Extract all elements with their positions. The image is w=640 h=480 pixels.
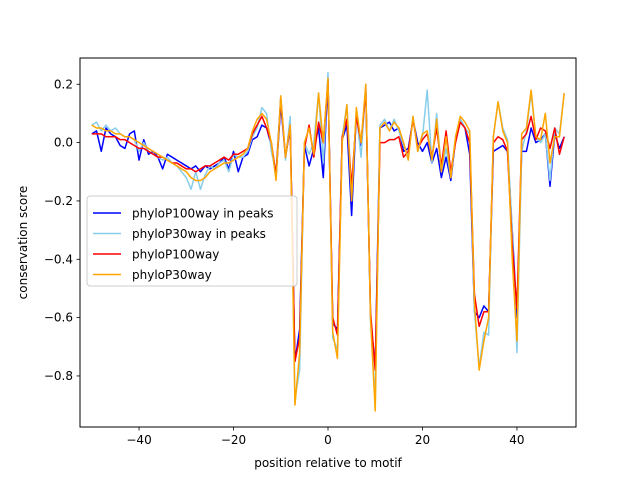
series-line-phylop30way <box>91 77 565 412</box>
series-layer <box>91 71 565 412</box>
x-tick-label: −40 <box>126 433 151 447</box>
y-axis-title: conservation score <box>16 186 30 300</box>
y-tick-label: −0.4 <box>44 252 73 266</box>
x-tick-label: 0 <box>324 433 332 447</box>
y-tick-label: −0.8 <box>44 369 73 383</box>
y-tick-label: −0.2 <box>44 194 73 208</box>
legend-box <box>86 195 298 287</box>
x-tick-label: 20 <box>415 433 430 447</box>
legend-label-phylop100way: phyloP100way <box>132 248 219 262</box>
legend: phyloP100way in peaks phyloP30way in peak… <box>86 195 298 287</box>
y-axis: −0.8 −0.6 −0.4 −0.2 0.0 0.2 <box>44 77 80 383</box>
legend-label-phylop30way-in-peaks: phyloP30way in peaks <box>132 227 266 241</box>
x-axis: −40 −20 0 20 40 <box>126 427 525 447</box>
legend-label-phylop100way-in-peaks: phyloP100way in peaks <box>132 207 274 221</box>
y-tick-label: 0.2 <box>54 77 73 91</box>
y-tick-label: −0.6 <box>44 311 73 325</box>
x-tick-label: −20 <box>221 433 246 447</box>
legend-label-phylop30way: phyloP30way <box>132 268 212 282</box>
x-axis-title: position relative to motif <box>254 456 402 470</box>
y-tick-label: 0.0 <box>54 136 73 150</box>
x-tick-label: 40 <box>509 433 524 447</box>
